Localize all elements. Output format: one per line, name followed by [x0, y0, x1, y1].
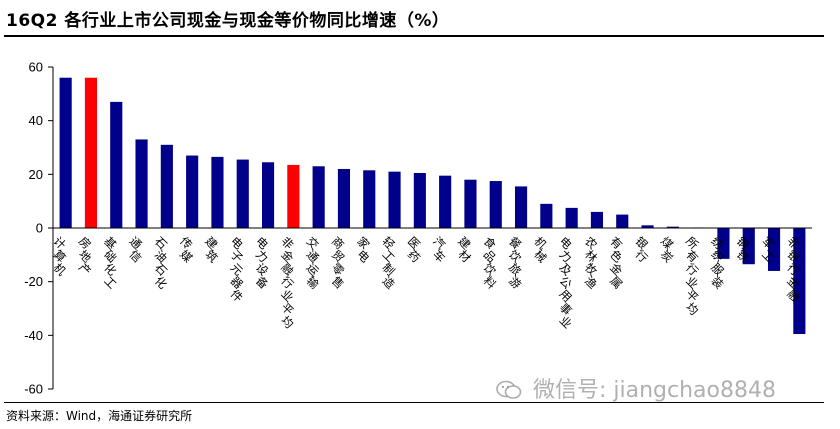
y-tick-label: -20: [24, 274, 43, 289]
bar: [793, 228, 806, 334]
category-label-char: 筑: [202, 247, 220, 265]
bar: [363, 170, 376, 228]
y-tick-label: 40: [29, 113, 43, 128]
chart-title: 16Q2 各行业上市公司现金与现金等价物同比增速（%）: [6, 11, 450, 31]
bar-chart: -60 -40 -20 0 20 40 60 计算机房地产基础化工通信石油石化传媒建筑电子元器…: [24, 60, 812, 397]
bar: [211, 156, 224, 228]
y-tick-label: -40: [24, 328, 43, 343]
category-label: 建材: [455, 234, 473, 266]
category-label-char: 电: [354, 247, 372, 265]
category-label-char: 料: [481, 274, 499, 292]
category-label-char: 售: [329, 274, 347, 292]
bar: [287, 164, 300, 228]
category-label-char: 药: [405, 247, 423, 265]
wechat-icon: [496, 380, 522, 399]
category-label: 机械: [531, 234, 549, 266]
y-tick-label: -60: [24, 382, 43, 397]
category-label: 通信: [127, 234, 145, 265]
bar: [565, 207, 578, 228]
y-tick-label: 60: [29, 60, 43, 75]
source-note: 资料来源：Wind，海通证券研究所: [6, 409, 193, 423]
bar: [742, 228, 755, 265]
category-label: 煤炭: [658, 234, 676, 265]
bar: [261, 162, 275, 228]
category-label-char: 输: [304, 274, 322, 292]
category-label: 银行: [633, 234, 651, 265]
category-label-char: 材: [455, 247, 473, 265]
category-label: 医药: [405, 234, 423, 265]
bar: [59, 77, 72, 228]
bar: [186, 155, 199, 228]
bar: [616, 214, 629, 228]
bar: [717, 228, 730, 259]
category-label: 计算机: [51, 234, 69, 279]
bar: [464, 179, 477, 228]
category-label-char: 装: [708, 274, 726, 292]
bar: [337, 168, 351, 228]
watermark: 微信号: jiangchao8848: [496, 372, 776, 404]
bar: [236, 159, 249, 228]
category-label-char: 均: [278, 313, 296, 331]
category-label-char: 工: [101, 274, 119, 292]
category-label-char: 信: [127, 247, 145, 265]
y-tick-label: 20: [29, 167, 43, 182]
bar: [135, 139, 148, 228]
bar: [641, 225, 654, 228]
category-label-char: 渔: [582, 274, 600, 292]
bar: [413, 172, 426, 228]
category-label-char: 业: [557, 313, 575, 331]
bar: [666, 226, 679, 228]
category-label-char: 炭: [658, 247, 676, 265]
title-divider: [4, 35, 824, 37]
category-label-char: 化: [152, 274, 170, 292]
category-label-char: 产: [76, 260, 94, 278]
category-label: 房地产: [76, 234, 94, 278]
category-label-char: 属: [607, 274, 625, 292]
category-label-char: 件: [228, 287, 246, 305]
category-label-char: 行: [633, 247, 651, 265]
bar: [110, 101, 123, 228]
category-label-char: 游: [506, 274, 524, 292]
category-label-char: 备: [253, 274, 271, 292]
bar: [540, 203, 553, 228]
watermark-text: 微信号: jiangchao8848: [533, 378, 776, 403]
bar: [767, 228, 781, 271]
category-label: 家电: [354, 234, 372, 266]
category-label-char: 械: [531, 247, 549, 265]
bar: [84, 77, 98, 228]
category-label-char: 造: [380, 274, 398, 292]
category-label-char: 媒: [177, 247, 195, 265]
bar: [489, 181, 502, 228]
category-label: 传媒: [177, 234, 195, 266]
bar: [312, 166, 325, 228]
bar: [160, 144, 173, 228]
bar: [590, 211, 604, 228]
bar: [514, 186, 528, 228]
source-divider: [4, 402, 824, 403]
bar: [388, 171, 401, 228]
bar: [439, 175, 452, 228]
category-label: 汽车: [430, 234, 448, 265]
category-label: 建筑: [202, 234, 220, 266]
y-tick-label: 0: [36, 221, 43, 236]
category-label-char: 车: [430, 247, 448, 265]
category-label-char: 均: [683, 300, 701, 318]
